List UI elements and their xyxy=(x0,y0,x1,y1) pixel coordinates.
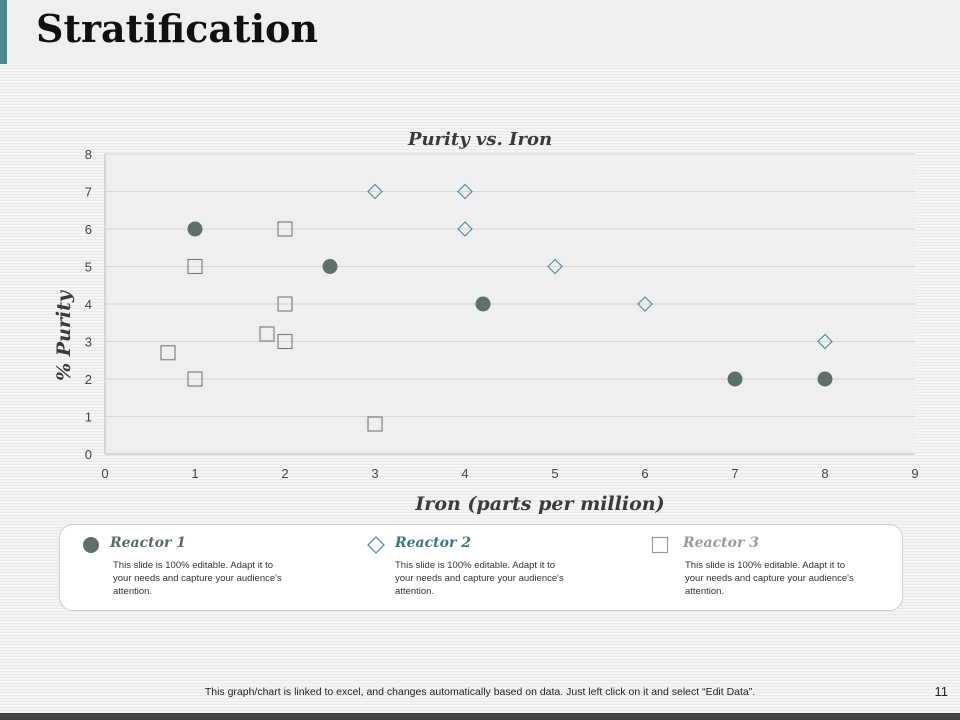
footer-note: This graph/chart is linked to excel, and… xyxy=(204,686,756,698)
x-tick-label: 2 xyxy=(281,466,288,481)
circle-marker-icon xyxy=(83,537,99,553)
data-point-circle xyxy=(187,221,203,237)
data-point-square xyxy=(160,345,176,361)
x-tick-label: 3 xyxy=(371,466,378,481)
y-tick-label: 1 xyxy=(85,410,92,425)
x-tick-label: 9 xyxy=(911,466,918,481)
y-tick-label: 8 xyxy=(85,147,92,162)
y-tick-label: 4 xyxy=(85,297,92,312)
data-point-square xyxy=(259,326,275,342)
square-marker-icon xyxy=(651,536,669,554)
legend-name: Reactor 3 xyxy=(683,535,759,551)
legend-panel: Reactor 1 This slide is 100% editable. A… xyxy=(59,524,903,611)
x-tick-label: 7 xyxy=(731,466,738,481)
data-point-diamond xyxy=(457,221,473,237)
data-point-diamond xyxy=(547,258,563,275)
scatter-chart: 0 1 2 3 4 5 6 7 8 9 0 1 2 3 4 5 6 7 8 Purity vs. Iron Iron (… xyxy=(53,129,919,515)
legend-description: This slide is 100% editable. Adapt it to… xyxy=(113,560,282,597)
data-point-diamond xyxy=(817,333,833,350)
data-point-diamond xyxy=(637,296,653,312)
y-tick-label: 7 xyxy=(85,185,92,200)
title-accent-bar xyxy=(0,0,7,64)
page-number: 11 xyxy=(934,684,949,699)
legend-description: This slide is 100% editable. Adapt it to… xyxy=(685,560,854,597)
data-point-square xyxy=(367,416,383,432)
x-tick-label: 4 xyxy=(461,466,468,481)
y-axis-label: % Purity xyxy=(53,289,75,381)
bottom-bar xyxy=(0,713,960,720)
data-point-circle xyxy=(727,371,743,387)
chart-title: Purity vs. Iron xyxy=(407,129,552,150)
data-point-circle xyxy=(322,259,338,274)
legend-name: Reactor 2 xyxy=(395,535,471,551)
y-tick-label: 0 xyxy=(85,447,92,462)
legend-name: Reactor 1 xyxy=(110,535,186,551)
legend-description: This slide is 100% editable. Adapt it to… xyxy=(395,560,564,597)
data-point-square xyxy=(277,333,293,350)
x-tick-label: 0 xyxy=(101,466,108,481)
title-bar: Stratification xyxy=(0,0,960,64)
x-tick-label: 6 xyxy=(641,466,648,481)
x-tick-label: 1 xyxy=(191,466,198,481)
x-tick-label: 5 xyxy=(551,466,558,481)
data-point-diamond xyxy=(367,183,383,200)
x-axis-label: Iron (parts per million) xyxy=(414,493,664,515)
data-point-diamond xyxy=(457,183,473,200)
y-tick-label: 6 xyxy=(85,222,92,237)
data-point-square xyxy=(277,296,293,312)
data-point-circle xyxy=(817,371,833,387)
data-point-circle xyxy=(475,296,491,312)
diamond-marker-icon xyxy=(367,536,385,554)
page-title: Stratification xyxy=(36,6,318,51)
data-point-square xyxy=(187,258,203,275)
y-tick-label: 2 xyxy=(85,372,92,387)
data-point-square xyxy=(277,221,293,237)
x-tick-label: 8 xyxy=(821,466,828,481)
y-tick-label: 3 xyxy=(85,335,92,350)
data-point-square xyxy=(187,371,203,387)
y-tick-label: 5 xyxy=(85,260,92,275)
